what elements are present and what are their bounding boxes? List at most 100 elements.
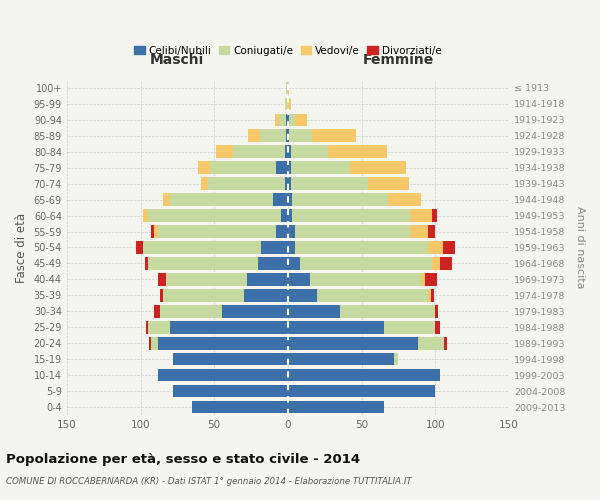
Bar — [286, 98, 288, 110]
Bar — [340, 305, 436, 318]
Bar — [149, 337, 151, 349]
Bar — [288, 289, 317, 302]
Bar — [288, 242, 295, 254]
Y-axis label: Fasce di età: Fasce di età — [15, 212, 28, 282]
Bar — [295, 242, 428, 254]
Bar — [388, 194, 421, 206]
Bar — [410, 226, 428, 238]
Bar — [292, 194, 388, 206]
Bar — [286, 130, 288, 142]
Bar — [384, 321, 436, 334]
Bar — [160, 289, 163, 302]
Legend: Celibi/Nubili, Coniugati/e, Vedovi/e, Divorziati/e: Celibi/Nubili, Coniugati/e, Vedovi/e, Di… — [130, 42, 446, 60]
Bar — [170, 194, 273, 206]
Bar — [215, 146, 233, 158]
Bar — [288, 321, 384, 334]
Bar — [163, 289, 244, 302]
Bar — [208, 178, 285, 190]
Bar — [247, 273, 288, 285]
Bar — [288, 226, 295, 238]
Bar — [292, 210, 410, 222]
Bar — [221, 305, 288, 318]
Bar — [288, 114, 289, 126]
Bar — [428, 226, 436, 238]
Bar — [288, 273, 310, 285]
Y-axis label: Anni di nascita: Anni di nascita — [575, 206, 585, 288]
Bar — [233, 146, 285, 158]
Bar — [288, 98, 289, 110]
Bar — [436, 305, 439, 318]
Bar — [421, 273, 425, 285]
Bar — [295, 114, 307, 126]
Bar — [289, 114, 295, 126]
Text: Femmine: Femmine — [363, 53, 434, 67]
Bar — [300, 257, 433, 270]
Bar — [148, 257, 259, 270]
Bar — [192, 401, 288, 413]
Bar — [291, 146, 328, 158]
Bar — [210, 162, 276, 174]
Bar — [289, 98, 291, 110]
Text: Maschi: Maschi — [150, 53, 205, 67]
Bar — [288, 178, 291, 190]
Bar — [143, 210, 148, 222]
Bar — [148, 321, 170, 334]
Bar — [281, 210, 288, 222]
Bar — [425, 273, 437, 285]
Bar — [163, 194, 170, 206]
Bar — [288, 210, 292, 222]
Bar — [418, 337, 444, 349]
Bar — [291, 178, 368, 190]
Bar — [136, 242, 143, 254]
Bar — [262, 242, 288, 254]
Bar — [286, 82, 288, 94]
Bar — [288, 305, 340, 318]
Bar — [158, 226, 276, 238]
Bar — [328, 146, 387, 158]
Bar — [431, 289, 434, 302]
Bar — [310, 273, 421, 285]
Bar — [244, 289, 288, 302]
Bar — [428, 289, 431, 302]
Bar — [433, 210, 437, 222]
Bar — [154, 226, 158, 238]
Bar — [394, 353, 398, 366]
Bar — [295, 226, 410, 238]
Text: Popolazione per età, sesso e stato civile - 2014: Popolazione per età, sesso e stato civil… — [6, 452, 360, 466]
Bar — [286, 114, 288, 126]
Bar — [288, 401, 384, 413]
Bar — [248, 130, 260, 142]
Bar — [288, 130, 289, 142]
Bar — [288, 162, 291, 174]
Bar — [443, 242, 455, 254]
Bar — [273, 194, 288, 206]
Bar — [151, 226, 154, 238]
Bar — [148, 210, 281, 222]
Bar — [143, 242, 262, 254]
Bar — [201, 178, 208, 190]
Bar — [440, 257, 452, 270]
Bar — [288, 194, 292, 206]
Bar — [170, 321, 288, 334]
Bar — [444, 337, 447, 349]
Bar — [166, 273, 247, 285]
Bar — [368, 178, 409, 190]
Bar — [288, 82, 289, 94]
Bar — [198, 162, 210, 174]
Bar — [160, 305, 221, 318]
Bar — [410, 210, 433, 222]
Bar — [289, 130, 311, 142]
Bar — [285, 178, 288, 190]
Bar — [173, 353, 288, 366]
Bar — [288, 369, 440, 382]
Bar — [154, 305, 160, 318]
Bar — [436, 321, 440, 334]
Bar — [173, 385, 288, 398]
Bar — [158, 369, 288, 382]
Bar — [145, 257, 148, 270]
Bar — [428, 242, 443, 254]
Bar — [158, 337, 288, 349]
Bar — [285, 146, 288, 158]
Bar — [433, 257, 440, 270]
Bar — [291, 162, 350, 174]
